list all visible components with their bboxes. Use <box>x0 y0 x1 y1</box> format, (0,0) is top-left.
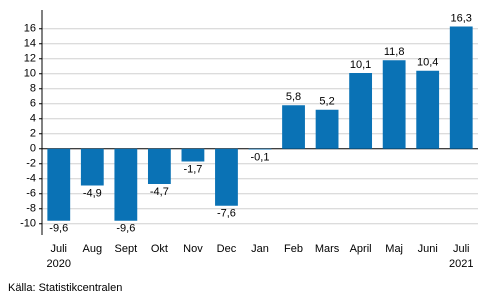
y-tick-label: 2 <box>30 128 36 140</box>
bar <box>416 70 440 149</box>
bar <box>282 105 305 149</box>
y-tick-label: -4 <box>26 173 36 185</box>
x-tick-label: Nov <box>183 243 203 255</box>
y-tick-label: 10 <box>24 68 36 80</box>
y-tick-label: -6 <box>26 188 36 200</box>
value-label: -9,6 <box>49 223 68 235</box>
bar <box>248 148 272 150</box>
y-tick-label: 6 <box>30 98 36 110</box>
value-label: 10,4 <box>417 57 438 69</box>
x-tick-label: Okt <box>151 243 168 255</box>
value-label: -1,7 <box>183 163 202 175</box>
x-tick-label: Dec <box>217 243 237 255</box>
x-tick-label: Maj <box>385 243 403 255</box>
value-label: -9,6 <box>116 223 135 235</box>
y-tick-label: -2 <box>26 158 36 170</box>
value-label: -4,7 <box>150 186 169 198</box>
x-sublabel: 2020 <box>47 258 71 270</box>
x-tick-label: Juli <box>453 243 470 255</box>
y-tick-label: 12 <box>24 53 36 65</box>
x-tick-label: Aug <box>83 243 103 255</box>
value-label: 5,2 <box>319 96 334 108</box>
bar <box>215 148 238 206</box>
x-sublabel: 2021 <box>449 258 473 270</box>
value-label: 5,8 <box>286 91 301 103</box>
bar <box>449 26 473 149</box>
x-tick-label: Sept <box>115 243 138 255</box>
y-tick-label: 0 <box>30 143 36 155</box>
y-tick-label: 16 <box>24 23 36 35</box>
bar <box>114 148 138 221</box>
bar <box>80 148 104 186</box>
x-tick-label: Feb <box>284 243 303 255</box>
x-tick-label: Jan <box>251 243 269 255</box>
value-label: -0,1 <box>251 151 270 163</box>
value-label: -4,9 <box>83 187 102 199</box>
x-tick-label: Juni <box>418 243 438 255</box>
value-label: 11,8 <box>384 46 405 58</box>
y-tick-label: -8 <box>26 203 36 215</box>
y-tick-label: 14 <box>24 38 36 50</box>
x-tick-label: Juli <box>51 243 68 255</box>
bar <box>147 148 171 184</box>
bar <box>349 73 373 149</box>
x-tick-label: April <box>350 243 372 255</box>
y-tick-label: -10 <box>20 218 36 230</box>
bar <box>315 109 339 149</box>
value-label: -7,6 <box>217 208 236 220</box>
y-tick-label: 8 <box>30 83 36 95</box>
value-label: 16,3 <box>451 12 472 24</box>
bar <box>181 148 205 162</box>
bar <box>382 60 406 149</box>
x-tick-label: Mars <box>315 243 340 255</box>
bar <box>47 148 71 221</box>
source-note: Källa: Statistikcentralen <box>8 282 122 294</box>
y-tick-label: 4 <box>30 113 36 125</box>
value-label: 10,1 <box>350 59 371 71</box>
